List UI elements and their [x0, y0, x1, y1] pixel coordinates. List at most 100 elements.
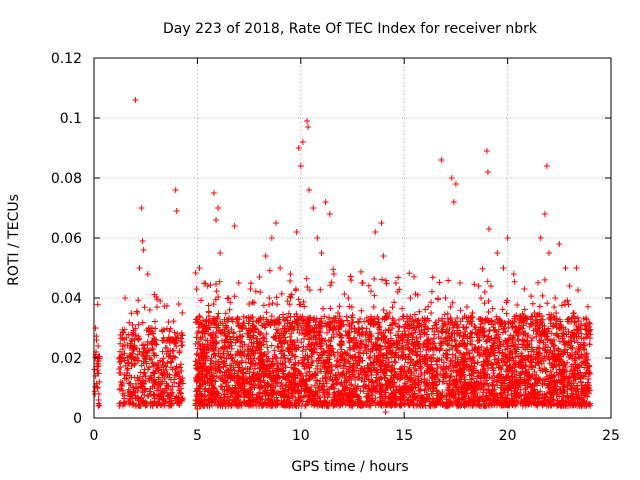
- data-point: [125, 359, 132, 366]
- data-point: [131, 342, 138, 349]
- data-point: [365, 282, 372, 289]
- data-point: [401, 380, 408, 387]
- data-point: [161, 337, 168, 344]
- data-point: [178, 390, 185, 397]
- data-point: [571, 337, 578, 344]
- data-point: [91, 366, 98, 373]
- data-point: [380, 307, 387, 314]
- data-point: [213, 280, 219, 287]
- data-point: [478, 343, 485, 350]
- data-point: [551, 304, 558, 311]
- data-point: [142, 356, 149, 363]
- data-point: [173, 343, 180, 350]
- data-point: [96, 402, 103, 409]
- data-point: [205, 302, 212, 309]
- data-point: [171, 339, 178, 346]
- data-point: [549, 341, 556, 348]
- data-point: [129, 321, 136, 328]
- data-point: [544, 300, 551, 307]
- data-point: [145, 347, 152, 354]
- data-point: [116, 400, 123, 407]
- data-point: [134, 393, 141, 400]
- data-point: [116, 365, 123, 372]
- data-point: [141, 400, 148, 407]
- data-point: [286, 301, 293, 308]
- data-point: [268, 313, 275, 320]
- data-point: [168, 359, 175, 366]
- data-point: [116, 355, 123, 362]
- data-point: [165, 348, 172, 355]
- data-point: [327, 305, 334, 312]
- data-point: [504, 343, 511, 350]
- data-point: [131, 336, 138, 343]
- data-point: [478, 295, 485, 302]
- data-point: [174, 394, 181, 401]
- data-point: [148, 339, 155, 346]
- data-point: [416, 308, 423, 315]
- data-point: [205, 326, 212, 333]
- data-point: [347, 273, 354, 280]
- data-point: [179, 375, 186, 382]
- data-point: [225, 367, 232, 374]
- data-point: [210, 301, 217, 308]
- data-point: [164, 389, 171, 396]
- data-point: [160, 355, 167, 362]
- data-point: [434, 365, 441, 372]
- data-point: [119, 329, 126, 336]
- data-point: [177, 364, 184, 371]
- data-point: [128, 350, 135, 357]
- data-point: [541, 276, 548, 283]
- data-point: [328, 279, 335, 286]
- data-point: [135, 377, 142, 384]
- data-point: [485, 309, 492, 316]
- data-point: [429, 274, 436, 281]
- data-point: [222, 323, 229, 330]
- data-point: [150, 350, 157, 357]
- data-point: [144, 342, 151, 349]
- data-point: [250, 299, 257, 306]
- data-point: [175, 383, 182, 390]
- data-point: [274, 379, 281, 386]
- data-point: [118, 381, 125, 388]
- data-point: [163, 345, 170, 352]
- data-point: [165, 334, 172, 341]
- data-point: [450, 324, 457, 331]
- data-point: [411, 273, 418, 280]
- data-point: [173, 365, 180, 372]
- data-point: [367, 354, 374, 361]
- data-point: [252, 288, 259, 295]
- data-point: [133, 402, 140, 409]
- data-point: [159, 348, 166, 355]
- data-point: [170, 353, 177, 360]
- data-point: [320, 305, 327, 312]
- data-point: [321, 313, 328, 320]
- data-point: [153, 293, 160, 300]
- data-point: [154, 387, 161, 394]
- data-point: [370, 303, 377, 310]
- data-point: [247, 280, 254, 287]
- data-point: [212, 352, 219, 359]
- data-point: [145, 328, 152, 335]
- data-point: [126, 353, 133, 360]
- data-point: [121, 375, 128, 382]
- data-point: [504, 297, 511, 304]
- data-point: [323, 341, 330, 348]
- data-point: [168, 402, 175, 409]
- data-point: [138, 362, 145, 369]
- data-point: [134, 374, 141, 381]
- data-point: [178, 342, 185, 349]
- data-point: [149, 402, 156, 409]
- data-point: [146, 364, 153, 371]
- data-point: [441, 311, 448, 318]
- data-point: [117, 335, 124, 342]
- data-point: [502, 346, 509, 353]
- data-point: [138, 351, 145, 358]
- data-point: [127, 390, 134, 397]
- data-point: [463, 303, 470, 310]
- data-point: [303, 275, 310, 282]
- data-point: [178, 368, 185, 375]
- data-point: [440, 359, 447, 366]
- data-point: [178, 329, 185, 336]
- data-point: [447, 373, 454, 380]
- data-point: [428, 299, 435, 306]
